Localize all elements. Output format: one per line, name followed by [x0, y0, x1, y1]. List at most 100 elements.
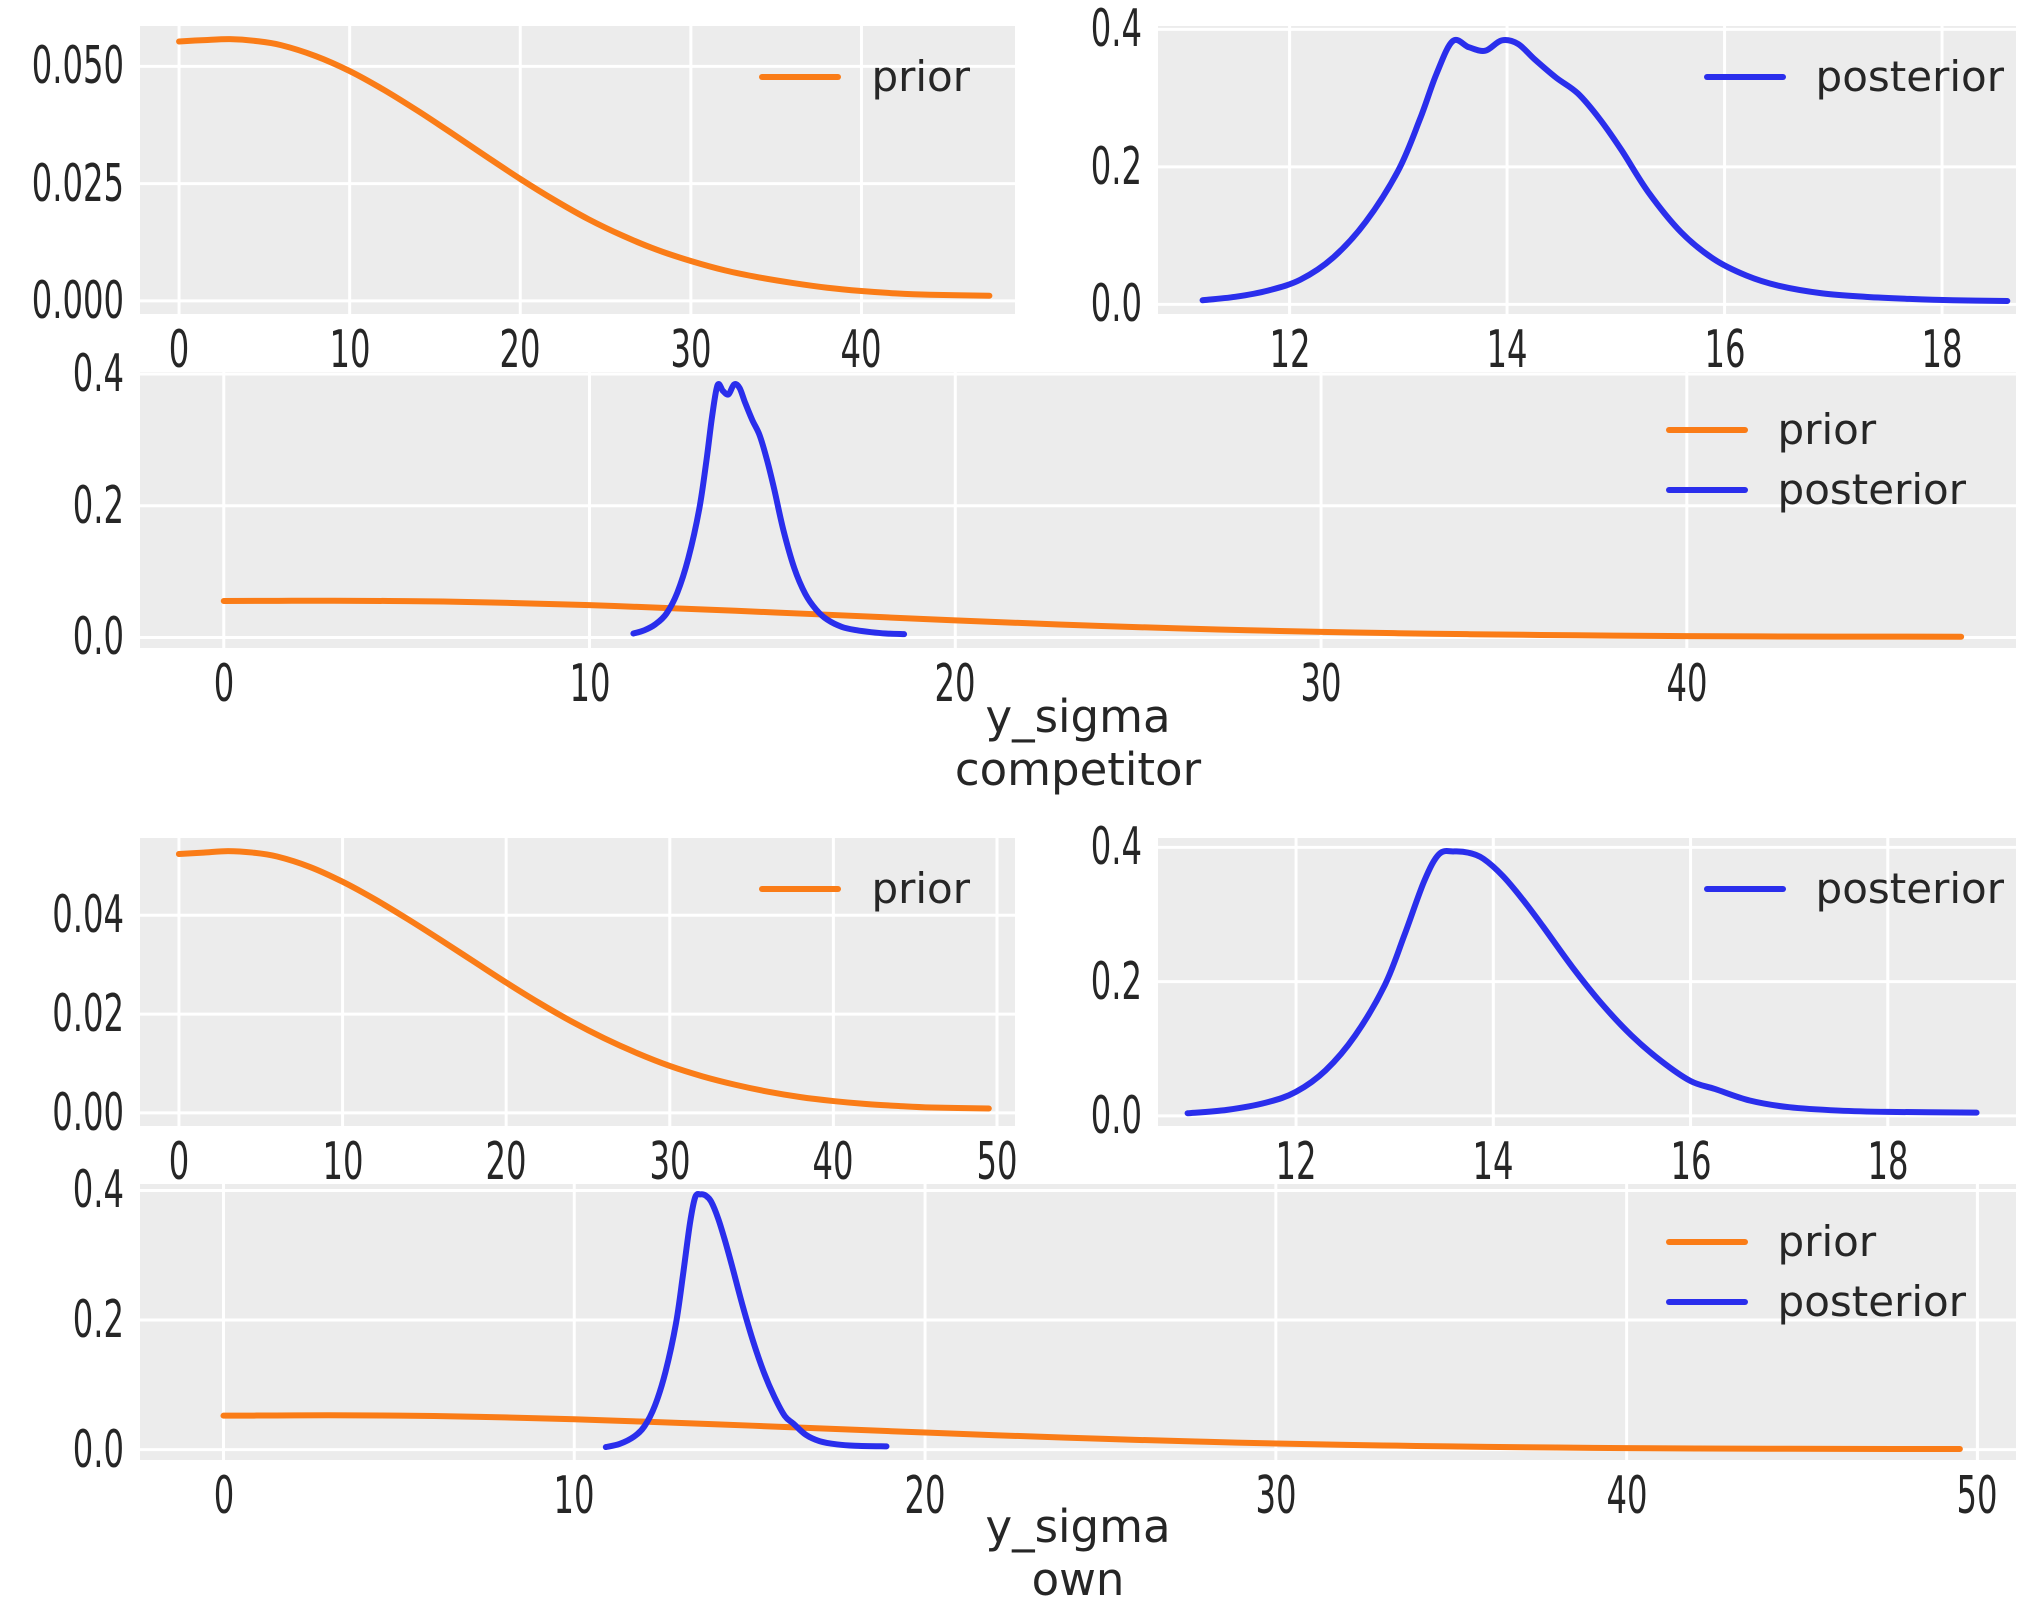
y-tick-label: 0.0 [72, 607, 124, 668]
legend-label: prior [1777, 1217, 1877, 1266]
prior-legend-line-icon [759, 886, 842, 892]
y-tick-label: 0.4 [72, 1160, 124, 1221]
prior-curve [175, 848, 992, 1112]
xlabel-own: y_sigma own [140, 1500, 2016, 1606]
prior-legend-line-icon [759, 74, 842, 80]
y-tick-label: 0.4 [1090, 0, 1142, 60]
x-tick-label: 18 [1867, 1132, 1909, 1192]
legend-label: posterior [1815, 52, 2004, 101]
y-tick-label: 0.0 [1090, 1085, 1142, 1146]
panel-own-posterior: 12 14 16 18 0.0 0.2 0.4 posterior [1091, 821, 2016, 1188]
x-tick-label: 50 [1956, 1466, 1998, 1526]
x-tick-label: 20 [499, 320, 541, 380]
x-tick-label: 40 [1606, 1466, 1648, 1526]
x-tick-label: 0 [168, 1132, 190, 1192]
xlabel-competitor-line2: competitor [954, 743, 1202, 796]
legend: posterior [1703, 864, 2004, 913]
legend-label: prior [871, 864, 970, 913]
x-tick-label: 10 [322, 1132, 364, 1192]
y-tick-label: 0.2 [72, 475, 124, 536]
panel-own-combined: 0 10 20 30 40 50 0.0 0.2 0.4 prior posterior [73, 1164, 2016, 1522]
panel-competitor-prior: 0 10 20 30 40 0.000 0.025 0.050 prior [32, 26, 1015, 376]
competitor-prior-canvas [140, 26, 1015, 314]
legend-item-posterior: posterior [1665, 465, 1966, 514]
legend: posterior [1703, 52, 2004, 101]
y-tick-label: 0.0 [1090, 274, 1142, 335]
legend-label: posterior [1815, 864, 2004, 913]
y-tick-label: 0.025 [31, 153, 124, 214]
x-tick-label: 30 [1255, 1466, 1297, 1526]
posterior-curve [630, 381, 908, 638]
x-tick-label: 10 [568, 654, 611, 714]
x-tick-label: 40 [812, 1132, 854, 1192]
y-tick-label: 0.00 [52, 1082, 124, 1143]
y-tick-label: 0.4 [1090, 817, 1142, 878]
prior-legend-line-icon [1665, 427, 1748, 433]
x-tick-label: 10 [329, 320, 371, 380]
legend-item-prior: prior [1665, 407, 1966, 453]
x-tick-label: 0 [213, 1466, 234, 1526]
x-tick-label: 14 [1486, 320, 1528, 380]
y-tick-label: 0.050 [31, 36, 124, 97]
panel-competitor-combined: 0 10 20 30 40 0.0 0.2 0.4 prior posterior [73, 348, 2016, 710]
x-tick-label: 40 [1666, 654, 1708, 714]
x-tick-label: 30 [1300, 654, 1342, 714]
x-tick-label: 30 [649, 1132, 691, 1192]
y-tick-label: 0.2 [72, 1290, 124, 1351]
xlabel-competitor-line1: y_sigma [985, 690, 1171, 743]
xlabel-own-line1: y_sigma [985, 1500, 1171, 1553]
panel-competitor-posterior: 12 14 16 18 0.0 0.2 0.4 posterior [1091, 3, 2016, 376]
x-tick-label: 20 [485, 1132, 527, 1192]
legend: prior posterior [1665, 1217, 1966, 1326]
x-tick-label: 0 [168, 320, 190, 380]
x-tick-label: 16 [1670, 1132, 1712, 1192]
x-tick-label: 40 [840, 320, 882, 380]
legend-label: posterior [1777, 465, 1966, 514]
posterior-legend-line-icon [1703, 886, 1786, 892]
own-combined-canvas [140, 1184, 2016, 1460]
prior-curve [220, 1412, 1963, 1453]
legend: prior [759, 866, 970, 912]
x-tick-label: 0 [213, 654, 235, 714]
x-tick-label: 30 [670, 320, 712, 380]
x-tick-label: 16 [1704, 320, 1746, 380]
y-tick-label: 0.02 [52, 984, 124, 1045]
xlabel-own-line2: own [1031, 1553, 1125, 1606]
x-tick-label: 50 [976, 1132, 1018, 1192]
legend: prior posterior [1665, 407, 1966, 514]
legend: prior [759, 54, 970, 100]
posterior-legend-line-icon [1665, 487, 1748, 493]
legend-item-posterior: posterior [1703, 864, 2004, 913]
x-tick-label: 20 [934, 654, 976, 714]
x-tick-label: 14 [1472, 1132, 1514, 1192]
y-tick-label: 0.000 [31, 270, 124, 331]
y-tick-label: 0.2 [1090, 136, 1142, 197]
x-tick-label: 12 [1269, 320, 1311, 380]
x-tick-label: 18 [1921, 320, 1963, 380]
posterior-curve [1199, 36, 2011, 304]
prior-curve [220, 597, 1965, 640]
x-tick-label: 20 [904, 1466, 946, 1526]
y-tick-label: 0.4 [72, 343, 124, 404]
legend-item-prior: prior [759, 866, 970, 912]
y-tick-label: 0.0 [72, 1419, 124, 1480]
panel-own-prior: 0 10 20 30 40 50 0.00 0.02 0.04 prior [52, 838, 1018, 1188]
posterior-curve [1184, 848, 1980, 1117]
posterior-legend-line-icon [1665, 1299, 1748, 1305]
legend-item-prior: prior [1665, 1217, 1966, 1266]
posterior-curve [602, 1190, 890, 1451]
x-tick-label: 12 [1275, 1132, 1317, 1192]
legend-item-posterior: posterior [1703, 52, 2004, 101]
legend-item-prior: prior [759, 54, 970, 100]
posterior-legend-line-icon [1703, 74, 1786, 80]
xlabel-competitor: y_sigma competitor [140, 690, 2016, 796]
legend-item-posterior: posterior [1665, 1277, 1966, 1326]
prior-legend-line-icon [1665, 1239, 1748, 1245]
y-tick-label: 0.04 [52, 885, 124, 946]
y-tick-label: 0.2 [1090, 951, 1142, 1012]
legend-label: prior [871, 52, 970, 101]
own-posterior-canvas [1158, 838, 2016, 1126]
x-tick-label: 10 [553, 1466, 595, 1526]
legend-label: posterior [1777, 1277, 1966, 1326]
